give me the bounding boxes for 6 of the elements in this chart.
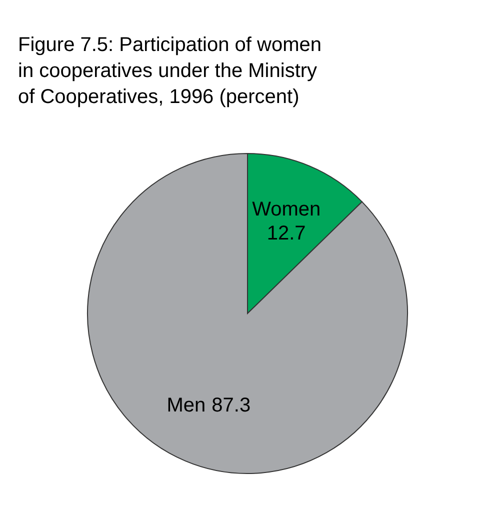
data-label: 12.7 (266, 222, 306, 244)
slice-label: Women (252, 198, 321, 220)
pie-slice (87, 153, 408, 474)
data-label: 87.3 (212, 394, 251, 417)
slice-label: Men (166, 394, 206, 417)
chart-title: Figure 7.5: Participation of women in cooperatives under the Ministry of Cooperatives, 1996 (percent) (18, 34, 322, 108)
